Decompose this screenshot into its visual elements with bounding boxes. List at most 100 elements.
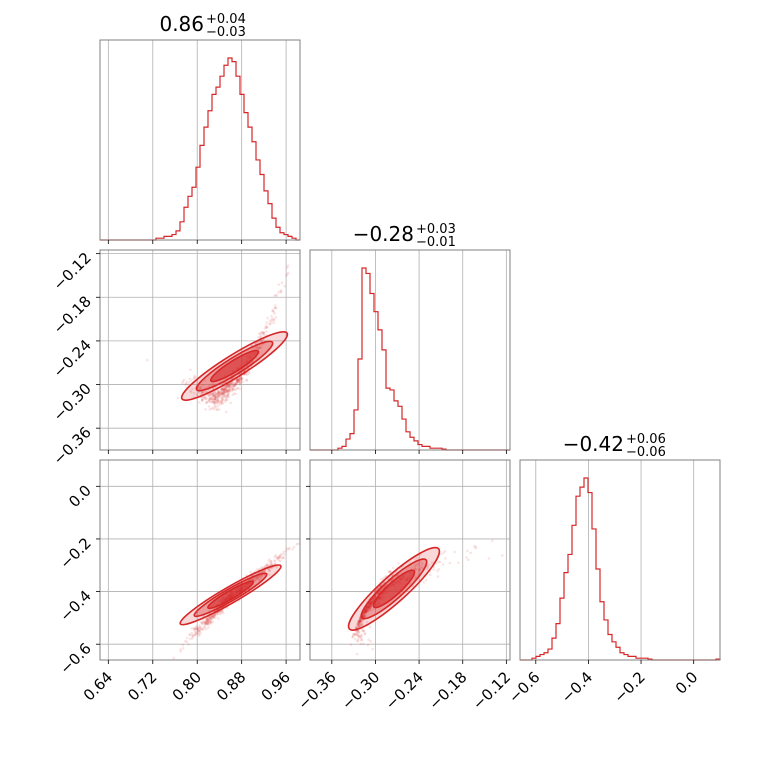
scatter-point	[216, 392, 220, 396]
scatter-point	[195, 393, 199, 397]
scatter-point	[230, 384, 233, 388]
scatter-point	[280, 557, 284, 560]
scatter-point	[367, 609, 371, 613]
scatter-point	[208, 408, 212, 411]
scatter-point	[209, 621, 213, 625]
scatter-point	[224, 384, 228, 388]
scatter-point	[211, 406, 215, 410]
scatter-point	[356, 624, 360, 627]
scatter-point	[208, 621, 211, 625]
scatter-point	[210, 620, 213, 624]
histogram-step-1	[100, 57, 300, 241]
scatter-point	[214, 393, 217, 397]
scatter-point	[228, 384, 231, 387]
scatter-point	[219, 389, 223, 393]
scatter-point	[202, 625, 205, 629]
scatter-point	[208, 398, 212, 402]
x-tick-label: 0.72	[124, 668, 160, 704]
y-tick-label: −0.24	[50, 336, 95, 381]
scatter-point	[190, 637, 194, 640]
scatter-point	[356, 639, 359, 643]
scatter-point	[263, 569, 266, 573]
scatter-point	[363, 612, 366, 615]
scatter-point	[209, 392, 213, 396]
scatter-point	[199, 385, 202, 389]
scatter-point	[382, 576, 386, 580]
scatter-point	[266, 326, 269, 329]
scatter-point	[212, 400, 216, 404]
scatter-point	[272, 321, 276, 325]
scatter-point	[257, 346, 261, 350]
scatter-point	[188, 633, 191, 637]
scatter-point	[213, 613, 216, 617]
scatter-point	[425, 567, 429, 571]
scatter-point	[185, 636, 189, 640]
scatter-point	[362, 642, 365, 646]
scatter-point	[217, 395, 220, 399]
scatter-point	[235, 382, 238, 386]
scatter-point	[221, 388, 225, 391]
scatter-point	[226, 390, 229, 393]
scatter-point	[369, 605, 373, 609]
scatter-point	[256, 347, 260, 351]
scatter-point	[357, 623, 360, 626]
scatter-point	[274, 554, 278, 557]
scatter-point	[208, 398, 211, 401]
scatter-point	[212, 395, 216, 399]
scatter-point	[184, 639, 187, 643]
scatter-point	[232, 382, 236, 385]
scatter-point	[361, 612, 365, 616]
scatter-point	[264, 565, 267, 568]
scatter-point	[249, 570, 252, 574]
scatter-point	[365, 608, 368, 612]
scatter-point	[416, 572, 420, 575]
scatter-point	[195, 631, 199, 635]
scatter-point	[197, 391, 201, 394]
scatter-point	[223, 388, 227, 391]
scatter-point	[255, 346, 259, 350]
scatter-point	[358, 625, 362, 628]
scatter-point	[203, 623, 207, 626]
scatter-point	[379, 577, 383, 581]
scatter-point	[360, 623, 363, 627]
scatter-point	[225, 385, 228, 388]
scatter-point	[274, 306, 278, 310]
scatter-point	[397, 562, 400, 565]
scatter-point	[207, 626, 210, 629]
scatter-point	[278, 559, 282, 563]
scatter-point	[212, 394, 215, 398]
scatter-point	[358, 630, 361, 633]
scatter-point	[355, 629, 359, 633]
scatter-point	[226, 389, 229, 393]
y-tick-label: −0.30	[50, 380, 95, 425]
histogram-panel-3: −0.42 +0.06−0.06	[519, 432, 721, 661]
scatter-point	[368, 602, 371, 606]
scatter-point	[215, 394, 218, 398]
scatter-point	[198, 634, 201, 637]
x-tick-label: 0.0	[672, 668, 702, 698]
scatter-point	[216, 391, 219, 395]
scatter-point	[238, 380, 242, 384]
scatter-point	[255, 568, 259, 571]
scatter-point	[204, 621, 208, 624]
scatter-points	[347, 539, 504, 656]
scatter-point	[219, 401, 223, 404]
scatter-point	[357, 620, 361, 623]
scatter-point	[222, 392, 225, 396]
scatter-point	[234, 392, 238, 396]
scatter-point	[233, 388, 236, 391]
scatter-point	[213, 613, 217, 617]
scatter-point	[389, 570, 392, 574]
scatter-point	[358, 619, 362, 623]
scatter-point	[359, 620, 363, 624]
scatter-point	[363, 610, 366, 614]
scatter-point	[368, 602, 372, 605]
scatter-point	[217, 391, 220, 395]
scatter-point	[366, 606, 370, 610]
scatter-point	[268, 322, 271, 326]
scatter-point	[219, 388, 222, 391]
scatter-point	[430, 561, 434, 564]
scatter-point	[213, 399, 217, 402]
scatter-point	[356, 637, 360, 641]
scatter-point	[261, 566, 265, 569]
